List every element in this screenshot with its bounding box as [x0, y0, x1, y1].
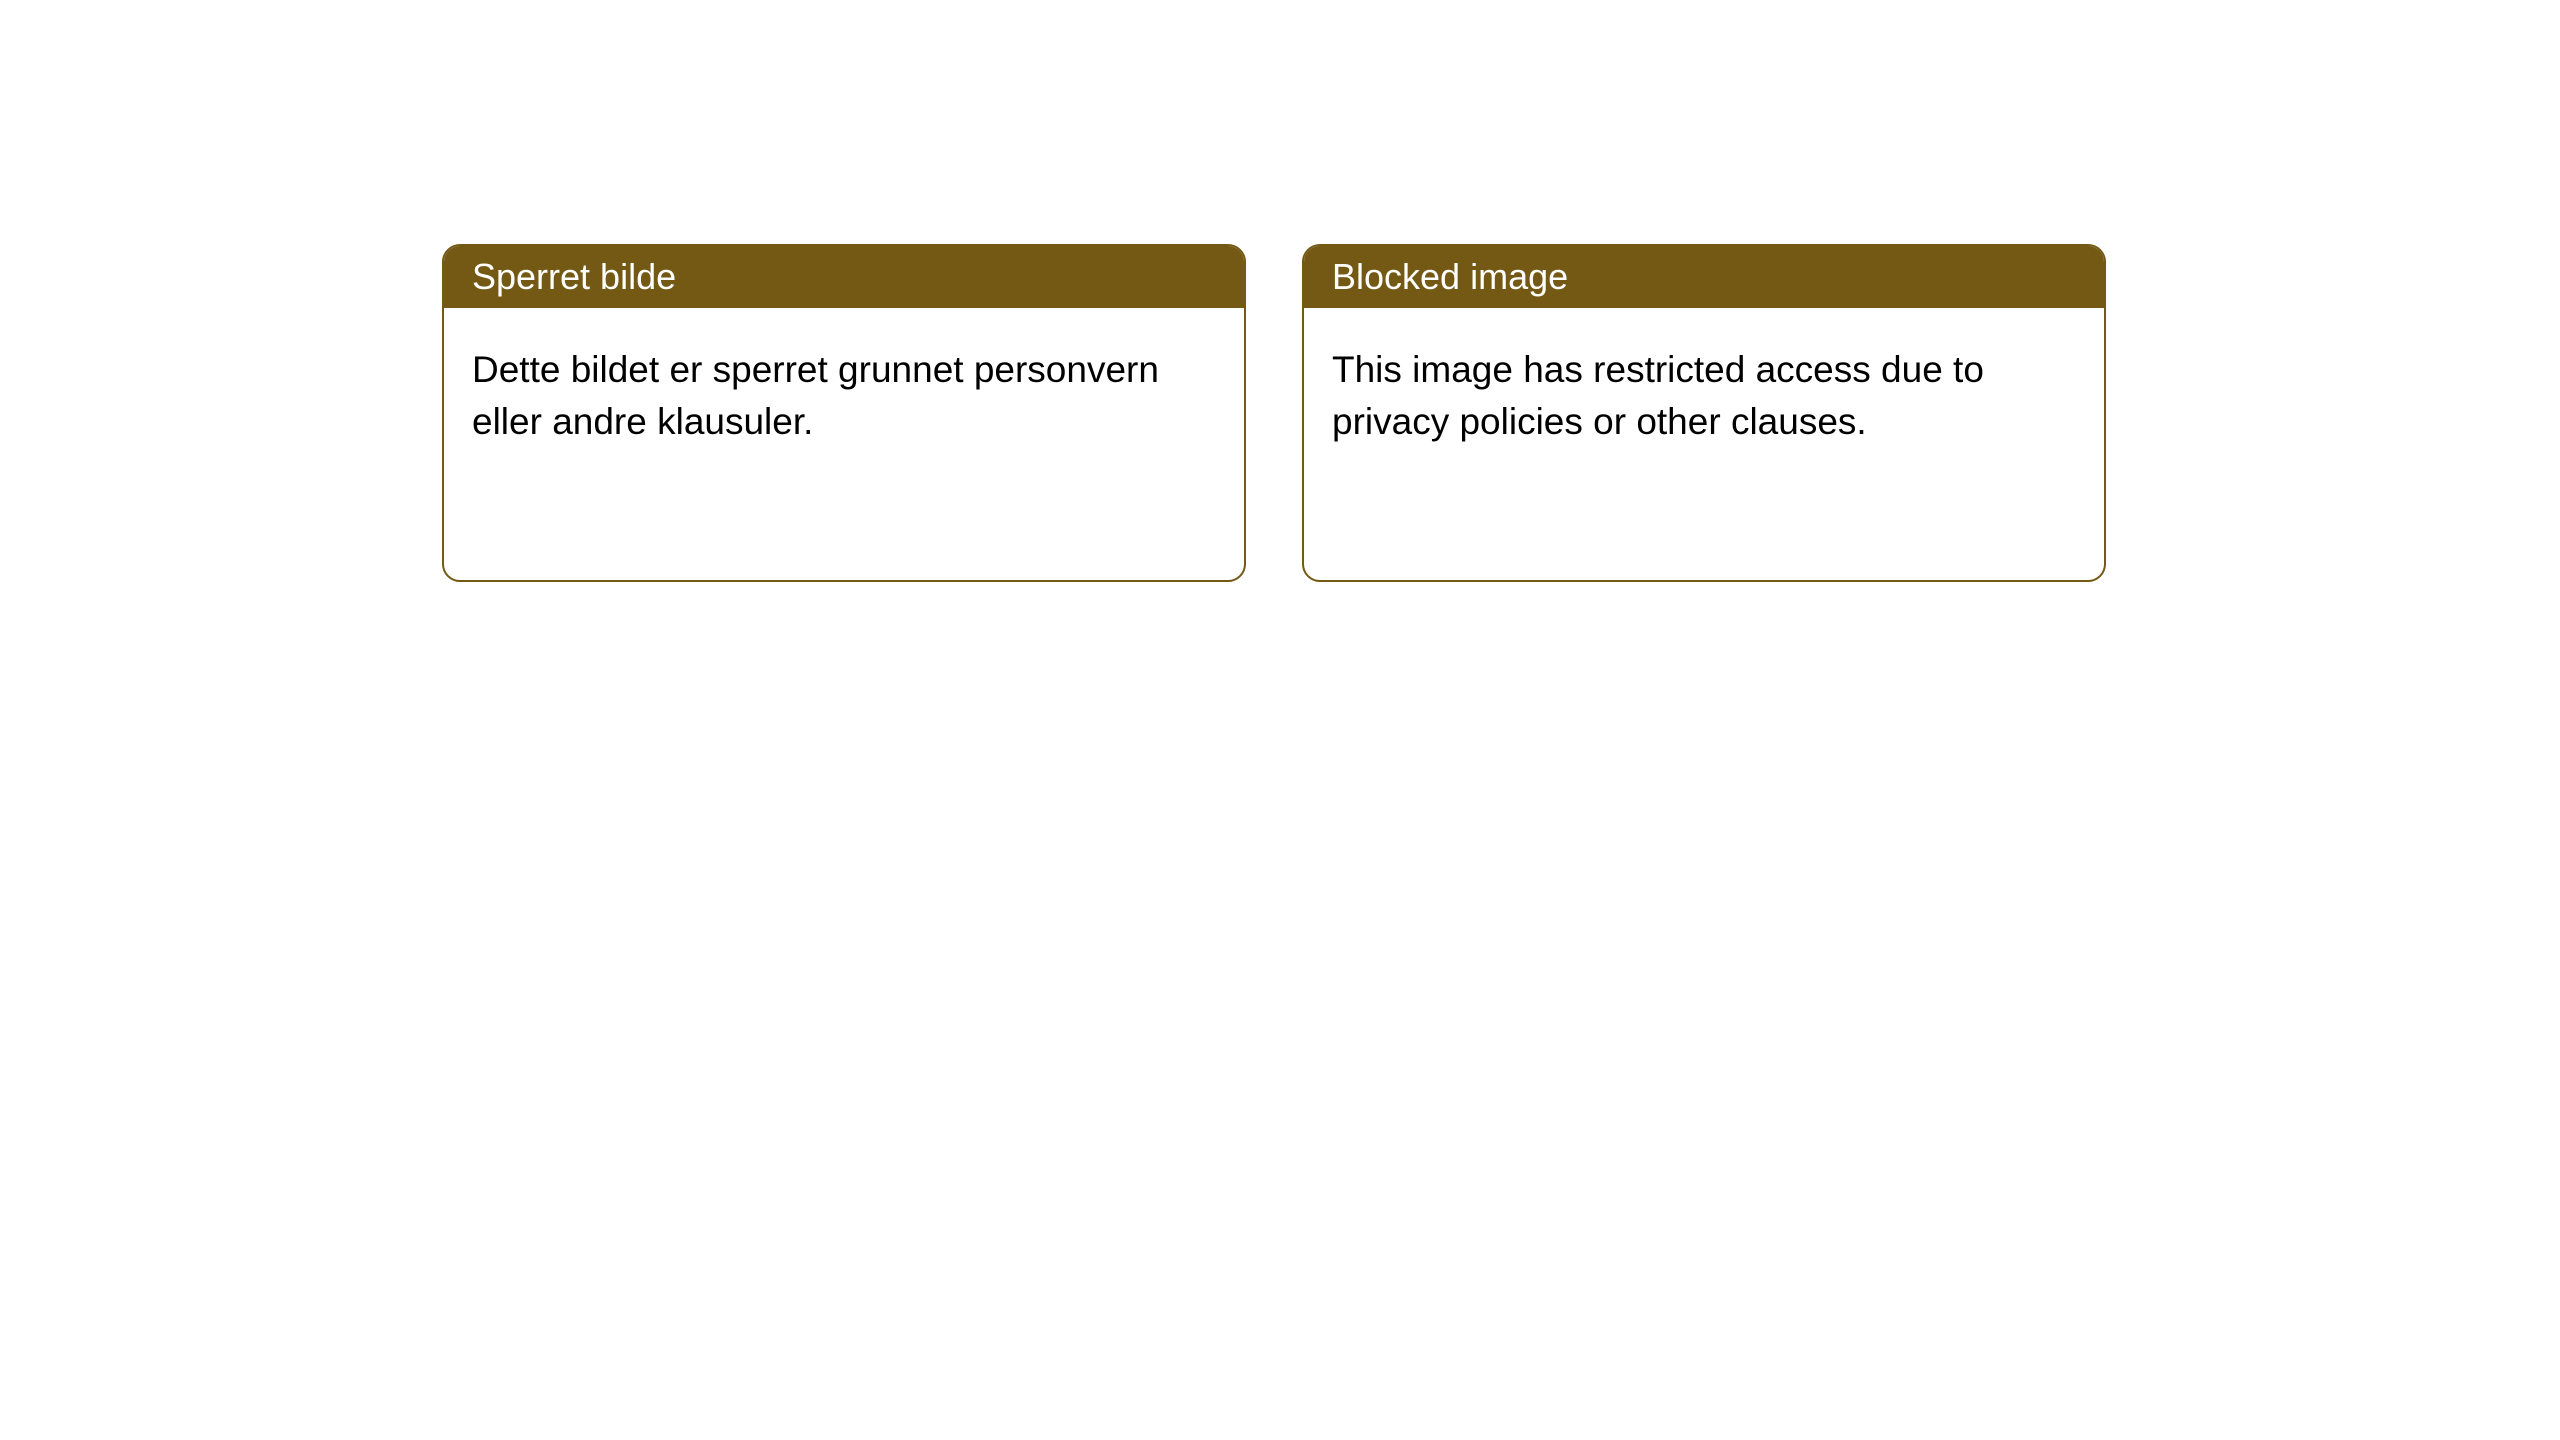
notice-container: Sperret bilde Dette bildet er sperret gr…: [0, 0, 2560, 582]
card-header-english: Blocked image: [1304, 246, 2104, 308]
blocked-image-card-english: Blocked image This image has restricted …: [1302, 244, 2106, 582]
card-body-english: This image has restricted access due to …: [1304, 308, 2104, 484]
card-title-english: Blocked image: [1332, 256, 1568, 297]
blocked-image-card-norwegian: Sperret bilde Dette bildet er sperret gr…: [442, 244, 1246, 582]
card-message-norwegian: Dette bildet er sperret grunnet personve…: [472, 349, 1159, 442]
card-message-english: This image has restricted access due to …: [1332, 349, 1984, 442]
card-header-norwegian: Sperret bilde: [444, 246, 1244, 308]
card-title-norwegian: Sperret bilde: [472, 256, 676, 297]
card-body-norwegian: Dette bildet er sperret grunnet personve…: [444, 308, 1244, 484]
